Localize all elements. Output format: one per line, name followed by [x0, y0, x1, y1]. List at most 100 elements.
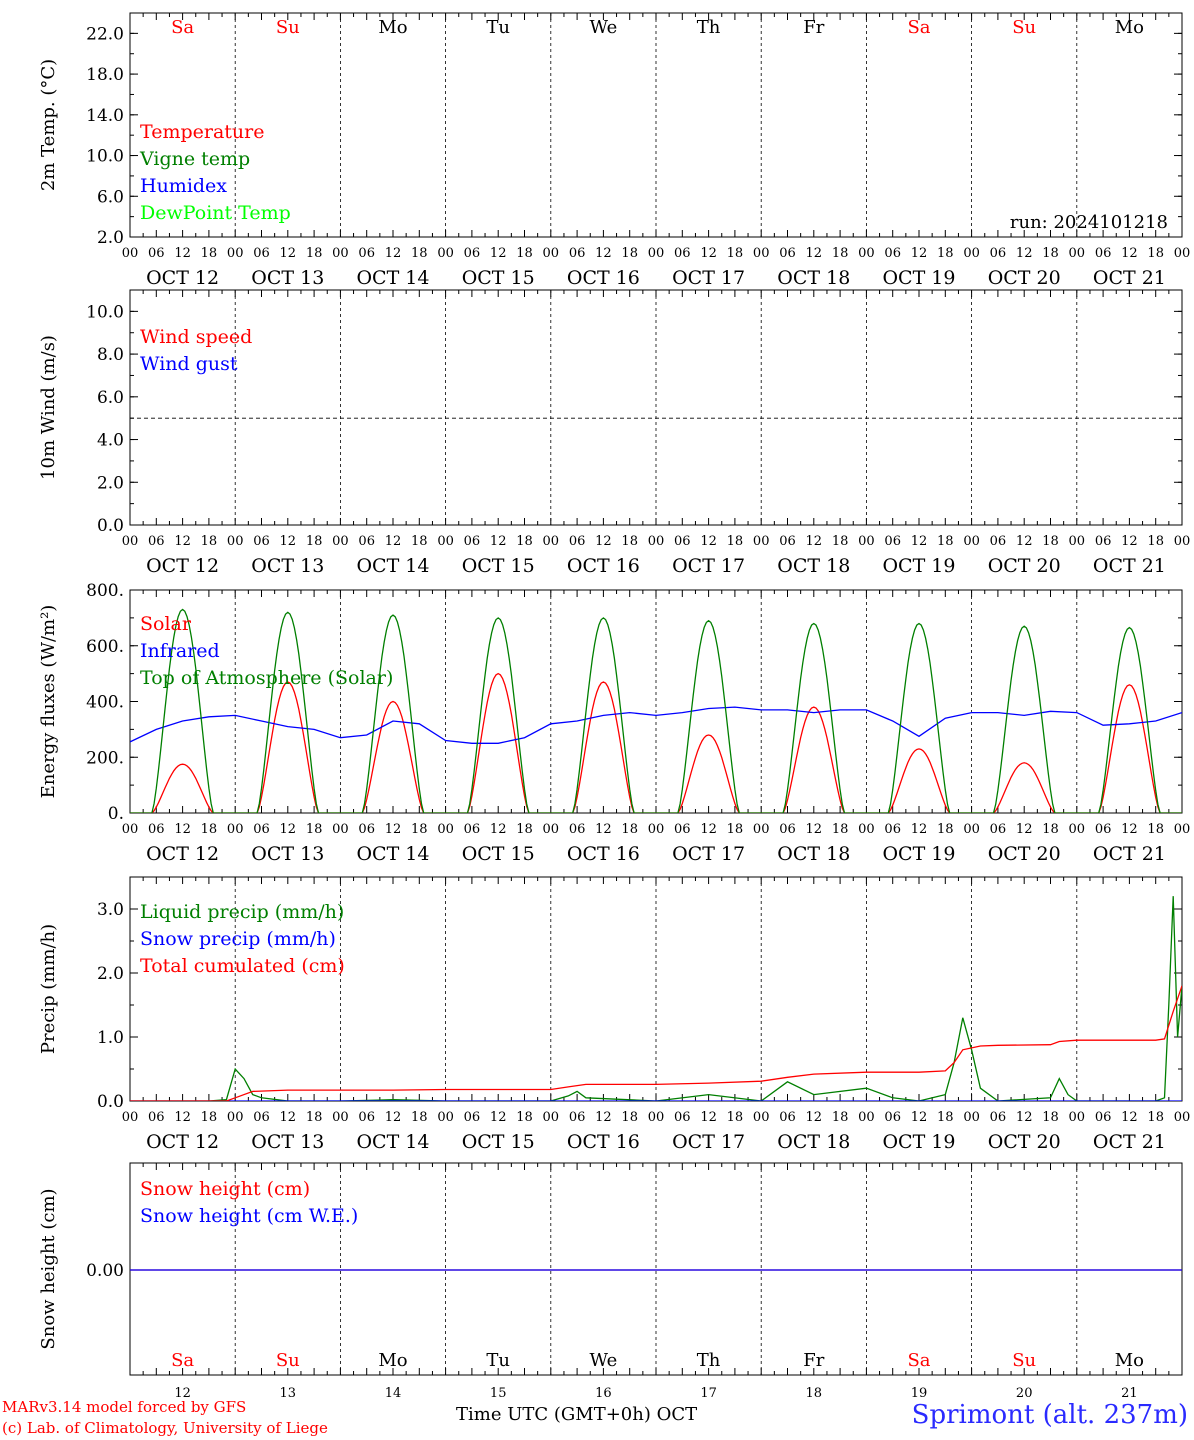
hour-tick-label: 12: [595, 246, 612, 261]
hour-tick-label: 06: [1095, 822, 1112, 837]
hour-tick-label: 00: [437, 1110, 454, 1125]
date-label: OCT 19: [882, 843, 955, 865]
hour-tick-label: 12: [280, 822, 297, 837]
date-label: OCT 17: [672, 267, 745, 289]
hour-tick-label: 06: [779, 1110, 796, 1125]
hour-tick-label: 00: [227, 246, 244, 261]
hour-tick-label: 18: [516, 246, 533, 261]
lab-credit-text: (c) Lab. of Climatology, University of L…: [2, 1419, 328, 1437]
hour-tick-label: 00: [543, 534, 560, 549]
date-label: OCT 16: [567, 555, 640, 577]
y-tick-label: 10.0: [86, 302, 124, 322]
hour-tick-label: 12: [700, 534, 717, 549]
hour-tick-label: 06: [569, 822, 586, 837]
series-total-cumulated-cm-line: [130, 985, 1182, 1101]
weekday-label-top: Mo: [378, 17, 407, 38]
hour-tick-label: 00: [858, 534, 875, 549]
date-label: OCT 15: [462, 843, 535, 865]
date-label: OCT 17: [672, 1131, 745, 1153]
hour-tick-label: 06: [990, 246, 1007, 261]
series-liquid-precip-mm-h-line: [130, 896, 1182, 1101]
hour-tick-label: 18: [621, 534, 638, 549]
date-label: OCT 12: [146, 1131, 219, 1153]
hour-tick-label: 00: [437, 246, 454, 261]
hour-tick-label: 12: [174, 822, 191, 837]
hour-tick-label: 12: [595, 822, 612, 837]
hour-tick-label: 00: [1174, 534, 1191, 549]
hour-tick-label: 00: [122, 246, 139, 261]
legend-entry: Total cumulated (cm): [140, 955, 345, 977]
hour-tick-label: 18: [937, 822, 954, 837]
date-label: OCT 18: [777, 267, 850, 289]
weekday-label-bottom: Th: [697, 1350, 721, 1371]
legend-entry: Infrared: [140, 640, 220, 662]
hour-tick-label: 12: [174, 246, 191, 261]
legend-entry: Vigne temp: [139, 148, 250, 170]
date-label: OCT 18: [777, 555, 850, 577]
date-label: OCT 13: [251, 1131, 324, 1153]
hour-tick-label: 18: [306, 1110, 323, 1125]
hour-tick-label: 00: [1069, 534, 1086, 549]
hour-tick-label: 00: [753, 534, 770, 549]
hour-tick-label: 12: [1016, 246, 1033, 261]
hour-tick-label: 06: [674, 246, 691, 261]
model-credit-text: MARv3.14 model forced by GFS: [2, 1398, 247, 1416]
hour-tick-label: 18: [1042, 822, 1059, 837]
hour-tick-label: 06: [253, 1110, 270, 1125]
y-axis-label: 10m Wind (m/s): [38, 335, 59, 480]
hour-tick-label: 00: [753, 246, 770, 261]
legend-entry: DewPoint Temp: [140, 202, 291, 224]
date-label: OCT 19: [882, 555, 955, 577]
hour-tick-label: 00: [753, 822, 770, 837]
hour-tick-label: 12: [490, 246, 507, 261]
hour-tick-label: 00: [543, 822, 560, 837]
hour-tick-label: 06: [990, 822, 1007, 837]
hour-tick-label: 12: [806, 534, 823, 549]
legend-entry: Temperature: [140, 121, 264, 143]
hour-tick-label: 12: [1016, 534, 1033, 549]
weekday-label-bottom: Sa: [171, 1350, 194, 1371]
y-tick-label: 200.: [86, 748, 124, 768]
hour-tick-label: 00: [332, 1110, 349, 1125]
hour-tick-label: 18: [937, 1110, 954, 1125]
hour-tick-label: 18: [937, 534, 954, 549]
hour-tick-label: 12: [1016, 822, 1033, 837]
hour-tick-label: 00: [858, 1110, 875, 1125]
hour-tick-label: 00: [963, 246, 980, 261]
date-label: OCT 14: [356, 267, 429, 289]
hour-tick-label: 00: [543, 246, 560, 261]
hour-tick-label: 18: [516, 822, 533, 837]
date-label: OCT 14: [356, 1131, 429, 1153]
hour-tick-label: 18: [727, 1110, 744, 1125]
hour-tick-label: 12: [700, 246, 717, 261]
hour-tick-label: 00: [437, 822, 454, 837]
hour-tick-label: 06: [990, 1110, 1007, 1125]
weekday-label-top: We: [590, 17, 618, 38]
weekday-label-bottom: Tu: [486, 1350, 510, 1371]
hour-tick-label: 12: [700, 822, 717, 837]
hour-tick-label: 12: [1121, 534, 1138, 549]
date-label: OCT 18: [777, 843, 850, 865]
hour-tick-label: 12: [595, 1110, 612, 1125]
y-tick-label: 1.0: [97, 1028, 124, 1048]
hour-tick-label: 06: [148, 246, 165, 261]
hour-tick-label: 12: [700, 1110, 717, 1125]
hour-tick-label: 18: [1147, 822, 1164, 837]
y-axis-label: Snow height (cm): [38, 1188, 59, 1349]
y-tick-label: 0.0: [97, 516, 124, 536]
y-tick-label: 2.0: [97, 964, 124, 984]
hour-tick-label: 18: [727, 822, 744, 837]
day-number-label: 21: [1121, 1386, 1138, 1401]
legend-entry: Solar: [140, 613, 192, 635]
hour-tick-label: 06: [464, 534, 481, 549]
hour-tick-label: 18: [621, 822, 638, 837]
date-label: OCT 20: [988, 555, 1061, 577]
date-label: OCT 17: [672, 843, 745, 865]
hour-tick-label: 06: [464, 1110, 481, 1125]
hour-tick-label: 12: [911, 822, 928, 837]
hour-tick-label: 06: [253, 534, 270, 549]
hour-tick-label: 12: [280, 534, 297, 549]
day-number-label: 18: [806, 1386, 823, 1401]
hour-tick-label: 12: [174, 1110, 191, 1125]
hour-tick-label: 06: [884, 1110, 901, 1125]
